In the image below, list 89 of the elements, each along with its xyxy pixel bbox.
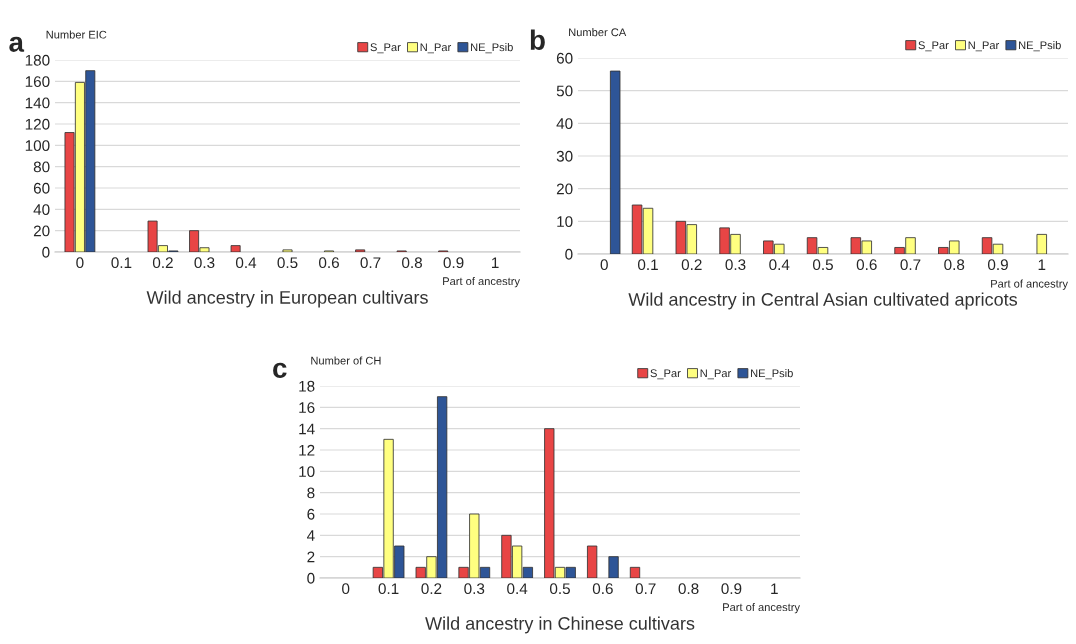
text: Part of ancestry (443, 276, 520, 288)
x-tick-label: 0.3 (725, 259, 746, 271)
y-tick-label: 0 (42, 246, 50, 258)
x-tick-label: 0.8 (678, 583, 699, 595)
legend-label: NE_Psib (751, 368, 793, 380)
x-axis-title: Wild ancestry in Chinese cultivars (425, 616, 695, 634)
legend-label: N_Par (420, 43, 452, 54)
bar (230, 245, 241, 252)
y-tick-label: 60 (556, 52, 573, 64)
y-tick-label: 12 (299, 444, 315, 456)
bar (629, 566, 641, 578)
legend-label: NE_Psib (1019, 40, 1061, 52)
chart-title: a (9, 36, 25, 52)
bar (609, 70, 621, 254)
y-axis-title: Number of CH (311, 356, 381, 365)
bar (355, 249, 366, 252)
y-axis-title: Number CA (569, 28, 627, 37)
y-tick-label: 18 (299, 380, 315, 392)
y-tick-label: 40 (556, 118, 573, 130)
legend-label: NE_Psib (471, 42, 513, 54)
y-tick-label: 16 (299, 402, 315, 414)
x-tick-label: 0 (76, 257, 84, 269)
legend-label: S_Par (918, 41, 949, 52)
bar (587, 545, 598, 578)
x-tick-label: 0.2 (681, 259, 702, 271)
x-tick-label: 0.2 (152, 257, 173, 269)
y-axis-title: Number EIC (46, 30, 107, 39)
x-tick-label: 0.4 (235, 257, 257, 269)
x-tick-label: 0.5 (549, 583, 570, 595)
x-axis-title: Wild ancestry in Central Asian cultivated apricots (628, 292, 1018, 310)
x-tick-label: 0 (342, 583, 350, 595)
x-tick-label: 1 (771, 583, 778, 594)
y-tick-label: 8 (307, 487, 315, 499)
y-tick-label: 140 (25, 97, 50, 109)
x-tick-label: 0.8 (944, 259, 965, 271)
x-tick-label: 0.3 (194, 257, 215, 269)
y-tick-label: 6 (307, 508, 315, 520)
x-tick-label: 0.8 (402, 257, 423, 269)
y-tick-label: 0 (565, 248, 573, 260)
x-tick-label: 0.9 (721, 583, 742, 595)
text: Part of ancestry (991, 279, 1068, 290)
legend-label: S_Par (370, 43, 401, 54)
text: Part of ancestry (723, 602, 800, 614)
x-tick-label: 0.9 (443, 257, 464, 269)
x-tick-label: 0.6 (592, 583, 613, 595)
legend-label: S_Par (650, 369, 681, 380)
y-tick-label: 14 (299, 423, 315, 435)
x-tick-label: 0.7 (635, 583, 656, 595)
x-tick-label: 0.2 (421, 583, 442, 595)
x-tick-label: 0.6 (856, 259, 877, 271)
bar (282, 249, 293, 252)
y-tick-label: 60 (33, 182, 50, 194)
y-tick-label: 120 (25, 118, 50, 130)
x-tick-label: 1 (1038, 259, 1046, 270)
y-tick-label: 180 (25, 54, 50, 66)
x-tick-label: 0.4 (769, 259, 790, 271)
x-tick-label: 0.7 (900, 259, 921, 271)
y-tick-label: 10 (557, 216, 573, 228)
x-tick-label: 0.4 (507, 583, 528, 595)
x-axis-title: Wild ancestry in European cultivars (146, 290, 428, 308)
y-tick-label: 30 (556, 150, 573, 162)
x-tick-label: 0.9 (987, 259, 1008, 271)
x-tick-label: 0.5 (277, 257, 298, 269)
y-tick-label: 100 (25, 140, 50, 152)
legend-label: N_Par (968, 41, 1000, 52)
y-tick-label: 40 (33, 204, 50, 216)
chart-title: c (273, 362, 287, 378)
x-tick-label: 0.6 (319, 257, 339, 269)
y-tick-label: 80 (33, 161, 50, 173)
y-tick-label: 160 (25, 76, 50, 88)
y-tick-label: 2 (307, 551, 315, 563)
y-tick-label: 0 (307, 572, 315, 584)
y-tick-label: 10 (299, 466, 315, 478)
x-tick-label: 0.7 (360, 257, 381, 269)
y-tick-label: 50 (556, 85, 573, 97)
x-tick-label: 0.3 (464, 583, 485, 595)
chart-title: b (530, 29, 545, 50)
y-tick-label: 20 (556, 183, 573, 195)
x-tick-label: 0.1 (111, 257, 132, 269)
x-tick-label: 0 (600, 259, 608, 271)
x-tick-label: 0.1 (378, 583, 399, 595)
bar (1036, 233, 1047, 254)
x-tick-label: 0.5 (812, 259, 833, 271)
y-tick-label: 20 (33, 225, 50, 237)
x-tick-label: 0.1 (637, 259, 658, 271)
y-tick-label: 4 (306, 530, 315, 541)
x-tick-label: 1 (492, 257, 499, 268)
bar (608, 556, 619, 578)
legend-label: N_Par (700, 369, 732, 380)
